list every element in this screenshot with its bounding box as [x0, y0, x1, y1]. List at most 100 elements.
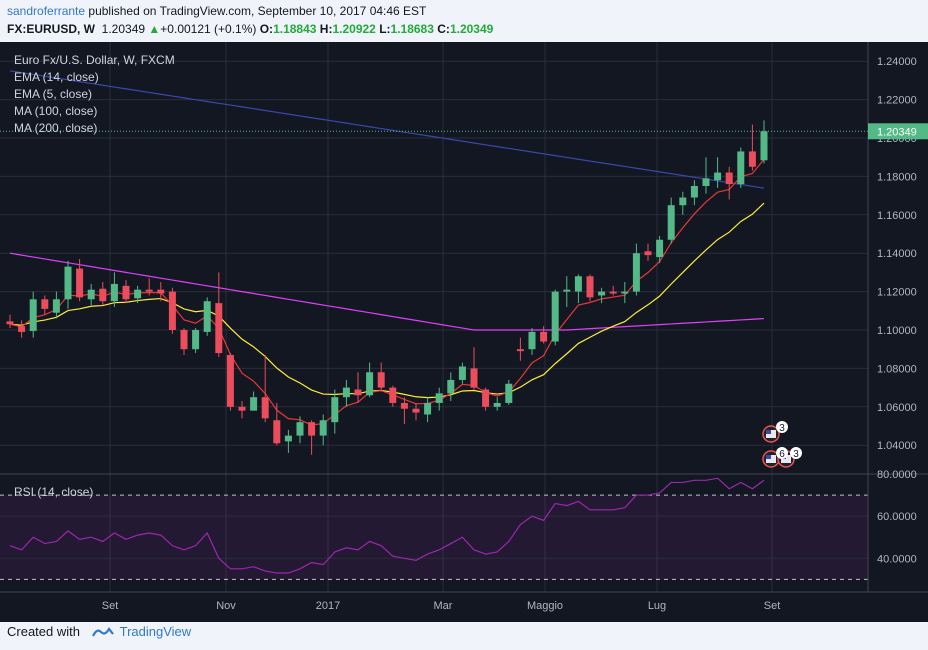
candle-body	[180, 330, 188, 350]
legend-ma100[interactable]: MA (100, close)	[14, 104, 98, 118]
flag-canton	[766, 455, 771, 459]
candle[interactable]	[598, 287, 606, 304]
ema14-line	[9, 202, 765, 399]
candle-body	[563, 289, 571, 292]
candle[interactable]	[342, 379, 350, 407]
candle[interactable]	[737, 147, 745, 188]
candle[interactable]	[6, 314, 14, 329]
candle[interactable]	[679, 191, 687, 215]
candle[interactable]	[226, 353, 234, 411]
candle-body	[261, 397, 269, 419]
candle[interactable]	[714, 157, 722, 188]
candle[interactable]	[563, 276, 571, 307]
close-label: C:	[437, 22, 450, 36]
candle[interactable]	[41, 295, 49, 315]
us-event-flag[interactable]	[762, 425, 780, 443]
candle[interactable]	[458, 362, 466, 384]
candle[interactable]	[238, 401, 246, 419]
price-change: +0.00121 (+0.1%)	[160, 22, 257, 36]
candle[interactable]	[424, 397, 432, 423]
candle[interactable]	[690, 180, 698, 206]
price-tick-label: 1.04000	[877, 440, 917, 452]
candle[interactable]	[586, 274, 594, 302]
candle-body	[238, 406, 246, 411]
candle[interactable]	[725, 166, 733, 200]
candle[interactable]	[528, 328, 536, 355]
chart-area[interactable]: 1.240001.220001.200001.180001.160001.140…	[0, 42, 928, 622]
candle[interactable]	[296, 416, 304, 444]
candle[interactable]	[574, 274, 582, 304]
candle[interactable]	[482, 387, 490, 411]
candle[interactable]	[308, 420, 316, 455]
candle[interactable]	[87, 283, 95, 306]
candle[interactable]	[540, 326, 548, 344]
event-count-us-2: 3	[793, 449, 799, 460]
candle[interactable]	[366, 362, 374, 398]
legend-ema14[interactable]: EMA (14, close)	[14, 70, 99, 84]
candle[interactable]	[284, 429, 292, 453]
candle[interactable]	[748, 124, 756, 171]
candle[interactable]	[52, 291, 60, 319]
candle[interactable]	[516, 337, 524, 361]
candle-body	[110, 283, 118, 302]
candle-body	[667, 205, 675, 240]
candle-body	[690, 186, 698, 198]
candle[interactable]	[644, 243, 652, 261]
candle[interactable]	[319, 414, 327, 446]
candle[interactable]	[412, 402, 420, 421]
candle[interactable]	[470, 347, 478, 390]
author-link[interactable]: sandroferrante	[7, 4, 86, 18]
candle[interactable]	[18, 320, 26, 338]
legend-rsi[interactable]: RSI (14, close)	[14, 485, 94, 499]
candle[interactable]	[505, 379, 513, 405]
candle-body	[400, 402, 408, 409]
candle[interactable]	[157, 282, 165, 302]
candle[interactable]	[76, 258, 84, 302]
candle[interactable]	[29, 291, 37, 338]
candle[interactable]	[447, 372, 455, 402]
candle-body	[737, 151, 745, 185]
candle[interactable]	[122, 280, 130, 304]
candle[interactable]	[250, 391, 258, 411]
candle-body	[435, 393, 443, 403]
candle[interactable]	[400, 397, 408, 425]
candle[interactable]	[180, 328, 188, 355]
candle[interactable]	[760, 120, 768, 164]
event-count-us-2-bubble	[790, 447, 802, 459]
candle[interactable]	[667, 197, 675, 244]
legend-ma200[interactable]: MA (200, close)	[14, 121, 98, 135]
candle[interactable]	[621, 282, 629, 304]
candle[interactable]	[656, 235, 664, 263]
candle[interactable]	[203, 297, 211, 336]
candle-body	[52, 299, 60, 313]
candle[interactable]	[168, 287, 176, 334]
candle[interactable]	[632, 243, 640, 296]
candle[interactable]	[702, 157, 710, 194]
candle[interactable]	[110, 272, 118, 307]
tradingview-link[interactable]: TradingView	[119, 624, 192, 639]
candle[interactable]	[389, 385, 397, 407]
footer: Created with TradingView	[7, 624, 191, 639]
candle[interactable]	[215, 272, 223, 357]
candle[interactable]	[273, 402, 281, 446]
candle[interactable]	[261, 354, 269, 423]
candle[interactable]	[145, 278, 153, 296]
candle-body	[64, 266, 72, 300]
chart-canvas[interactable]: 1.240001.220001.200001.180001.160001.140…	[0, 42, 928, 622]
candle[interactable]	[64, 260, 72, 309]
candle[interactable]	[99, 282, 107, 306]
candle[interactable]	[377, 362, 385, 392]
publish-info: sandroferrante published on TradingView.…	[7, 4, 426, 18]
candle[interactable]	[493, 397, 501, 411]
candle[interactable]	[192, 328, 200, 354]
price-tick-label: 1.18000	[877, 171, 917, 183]
candle[interactable]	[134, 285, 142, 304]
legend-ema5[interactable]: EMA (5, close)	[14, 87, 93, 101]
candle[interactable]	[435, 387, 443, 411]
candle[interactable]	[331, 389, 339, 434]
candle[interactable]	[354, 372, 362, 403]
candle[interactable]	[609, 285, 617, 296]
time-tick-label: Nov	[216, 600, 236, 612]
price-tick-label: 1.16000	[877, 210, 917, 222]
candle[interactable]	[551, 289, 559, 346]
